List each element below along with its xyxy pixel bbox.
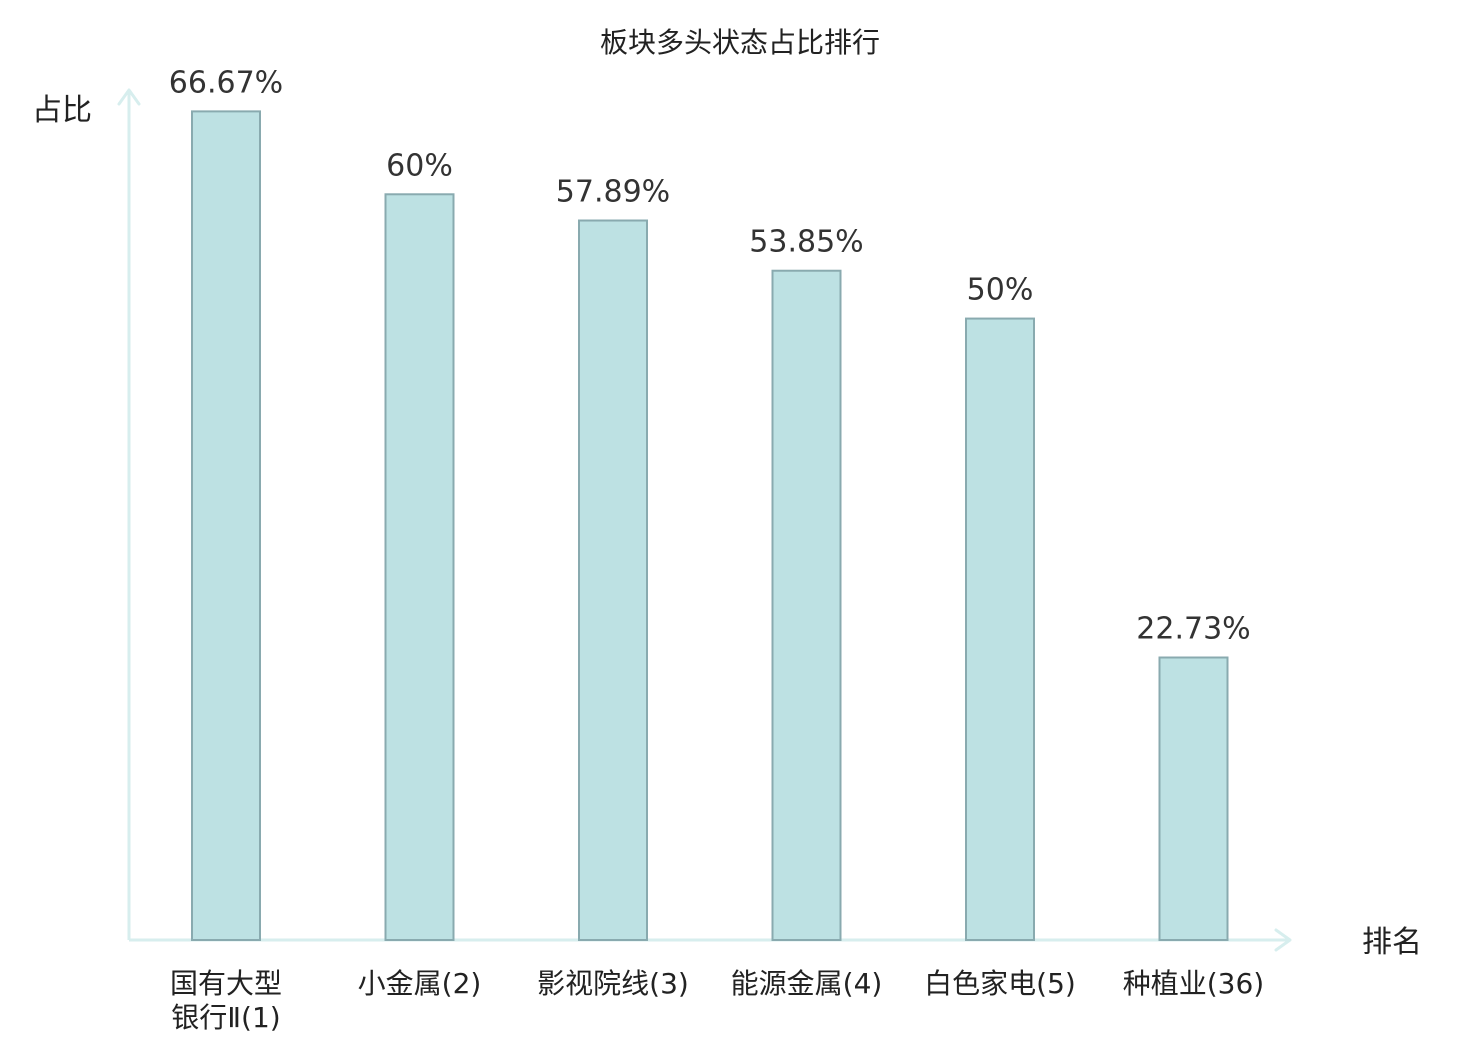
category-label-2: 小金属(2) <box>358 967 482 1000</box>
bars-layer <box>191 110 1229 942</box>
category-label-5: 白色家电(5) <box>924 967 1076 1000</box>
category-label-3: 影视院线(3) <box>537 967 689 1000</box>
value-label-5: 50% <box>967 273 1034 308</box>
bar-4 <box>771 269 842 941</box>
bar-5 <box>965 317 1035 942</box>
axes-layer <box>117 88 1292 952</box>
value-label-4: 53.85% <box>749 225 863 260</box>
category-label-6: 种植业(36) <box>1123 967 1264 1000</box>
category-label-6-line-1: 种植业(36) <box>1123 967 1264 1000</box>
bar-6 <box>1158 656 1229 942</box>
bar-2 <box>384 193 455 942</box>
value-label-1: 66.67% <box>169 65 283 100</box>
category-label-4: 能源金属(4) <box>731 967 883 1000</box>
y-axis-label: 占比 <box>32 93 92 128</box>
category-label-3-line-1: 影视院线(3) <box>537 967 689 1000</box>
bar-3 <box>578 219 648 941</box>
category-label-4-line-1: 能源金属(4) <box>731 967 883 1000</box>
value-label-2: 60% <box>386 148 453 183</box>
value-label-6: 22.73% <box>1136 611 1250 646</box>
x-axis-arrow <box>1274 928 1292 952</box>
chart-title: 板块多头状态占比排行 <box>600 26 880 59</box>
x-axis-label: 排名 <box>1362 925 1422 960</box>
category-labels-layer: 国有大型银行Ⅱ(1) 小金属(2) 影视院线(3) 能源金属(4) 白色家电(5) 种植业… <box>170 967 1264 1034</box>
value-labels-layer: 66.67% 60% 57.89% 53.85% 50% 22.73% <box>169 65 1251 646</box>
bar-1 <box>191 110 261 941</box>
category-label-1: 国有大型银行Ⅱ(1) <box>170 967 282 1034</box>
category-label-1-line-1: 国有大型 <box>170 967 282 1000</box>
category-label-5-line-1: 白色家电(5) <box>924 967 1076 1000</box>
value-label-3: 57.89% <box>556 175 670 210</box>
category-label-2-line-1: 小金属(2) <box>358 967 482 1000</box>
category-label-1-line-2: 银行Ⅱ(1) <box>171 1001 280 1034</box>
y-axis-arrow <box>117 88 141 106</box>
